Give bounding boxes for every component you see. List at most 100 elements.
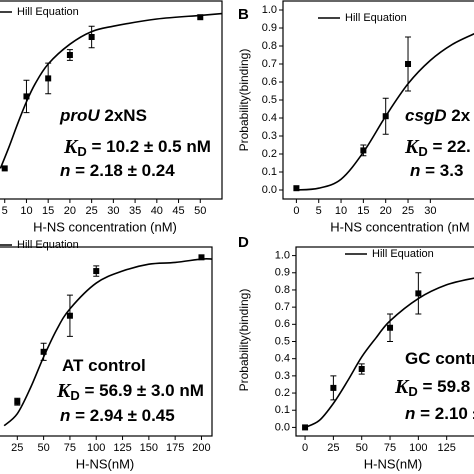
y-tick-label: 0.2 [262,148,277,160]
data-point [415,290,422,297]
kd-symbol: K [404,136,420,158]
x-tick-label: 50 [356,442,368,454]
y-tick-label: 0.8 [275,284,290,296]
x-tick-label: 175 [166,442,184,454]
x-tick-label: 200 [192,442,210,454]
x-tick-label: 30 [424,205,436,217]
data-point [88,34,95,40]
y-tick-label: 0.3 [262,130,277,142]
y-tick-label: 0.5 [262,94,277,106]
data-point [40,348,47,355]
x-tick-label: 20 [380,205,392,217]
x-tick-label: 75 [384,442,396,454]
n-symbol: n [60,406,70,425]
x-tick-label: 10 [20,205,32,217]
y-tick-label: 0.6 [275,318,290,330]
x-tick-label: 50 [37,442,49,454]
n-label: n = 2.10 ± [405,404,474,423]
x-tick-label: 0 [293,205,299,217]
x-tick-label: 10 [335,205,347,217]
x-tick-label: 100 [87,442,105,454]
n-symbol: n [60,161,70,180]
construct-name: proU [59,106,100,125]
kd-label: KD = 56.9 ± 3.0 nM [56,380,204,404]
y-tick-label: 0.6 [262,76,277,88]
data-point [387,324,394,331]
x-tick-label: 25 [11,442,23,454]
y-tick-label: 0.8 [262,40,277,52]
y-tick-label: 0.4 [262,112,277,124]
n-value: = 3.3 [420,161,463,180]
data-point [330,384,337,391]
y-tick-label: 0.5 [275,335,290,347]
panel-label: B [238,6,249,23]
x-axis-label: H-NS concentration (nM [330,219,469,234]
kd-label: KD = 59.8 ± [394,376,474,400]
y-tick-label: 0.7 [262,58,277,70]
data-point [382,113,389,120]
legend-label: Hill Equation [345,12,407,24]
x-tick-label: 5 [316,205,322,217]
x-tick-label: 25 [86,205,98,217]
x-tick-label: 25 [402,205,414,217]
data-point [293,185,300,192]
fit-curve [3,257,213,427]
x-tick-label: 25 [327,442,339,454]
x-tick-label: 75 [64,442,76,454]
x-tick-label: 40 [151,205,163,217]
data-point [93,268,100,275]
x-tick-label: 150 [140,442,158,454]
x-tick-label: 100 [409,442,427,454]
x-tick-label: 15 [357,205,369,217]
x-axis-label: H-NS concentration (nM) [33,219,177,234]
y-tick-label: 1.0 [262,4,277,16]
construct-label: csgD 2x [405,106,471,125]
y-tick-label: 0.7 [275,301,290,313]
y-tick-label: 0.2 [275,387,290,399]
fit-curve [304,277,474,429]
kd-subscript: D [70,388,79,403]
y-axis-label: Probability(binding) [237,289,251,392]
construct-label: proU 2xNS [59,106,147,125]
x-tick-label: 5 [2,205,8,217]
n-value: = 2.94 ± 0.45 [70,406,174,425]
x-tick-label: 35 [129,205,141,217]
construct-suffix: 2xNS [100,106,147,125]
y-tick-label: 0.3 [275,370,290,382]
n-value: = 2.18 ± 0.24 [70,161,175,180]
data-point [1,165,8,172]
plot-frame [0,0,223,200]
n-symbol: n [410,161,420,180]
data-point [45,75,52,82]
kd-subscript: D [418,144,427,159]
y-tick-label: 0.1 [262,166,277,178]
construct-label: GC control [405,349,474,368]
data-point [360,147,367,154]
data-point [358,365,365,372]
fit-curve [0,12,223,169]
kd-subscript: D [77,144,86,159]
construct-suffix: 2x [447,106,471,125]
data-point [198,254,205,261]
y-tick-label: 0.1 [275,404,290,416]
kd-value: = 59.8 ± [418,377,474,396]
n-symbol: n [405,404,415,423]
kd-value: = 56.9 ± 3.0 nM [80,381,204,400]
data-point [14,398,21,405]
x-tick-label: 125 [437,442,455,454]
n-label: n = 2.94 ± 0.45 [60,406,175,425]
x-tick-label: 0 [302,442,308,454]
x-tick-label: 50 [194,205,206,217]
kd-symbol: K [63,136,79,158]
y-tick-label: 0.4 [275,353,290,365]
y-axis-label: Probability(binding) [237,49,251,152]
panel-label: D [238,234,249,251]
x-tick-label: 125 [113,442,131,454]
legend-label: Hill Equation [17,239,79,251]
x-tick-label: 20 [64,205,76,217]
n-label: n = 2.18 ± 0.24 [60,161,175,180]
y-tick-label: 0.0 [262,184,277,196]
x-tick-label: 45 [172,205,184,217]
plot-frame [0,246,213,437]
